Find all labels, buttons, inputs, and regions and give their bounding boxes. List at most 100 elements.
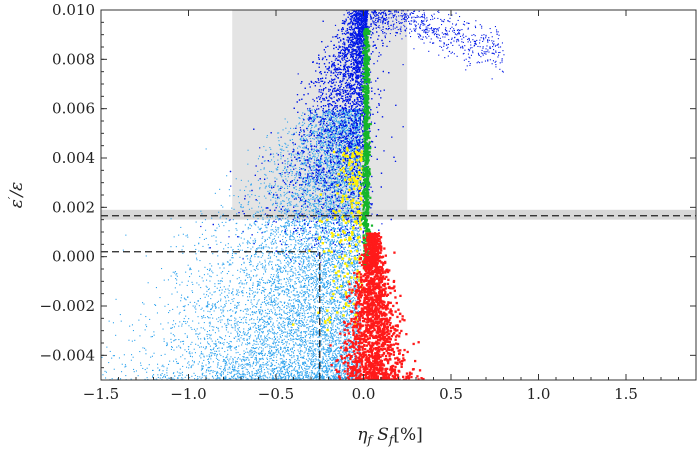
data-point bbox=[342, 325, 344, 327]
data-point bbox=[264, 321, 266, 323]
data-point bbox=[196, 259, 198, 261]
data-point bbox=[345, 299, 347, 301]
data-point bbox=[301, 367, 303, 369]
data-point bbox=[307, 333, 309, 335]
data-point bbox=[288, 318, 290, 320]
data-point bbox=[285, 331, 287, 333]
data-point bbox=[293, 248, 295, 250]
data-point bbox=[329, 215, 331, 217]
data-point bbox=[313, 372, 315, 374]
data-point bbox=[322, 308, 324, 310]
data-point bbox=[311, 325, 313, 327]
data-point bbox=[353, 119, 355, 121]
data-point bbox=[238, 372, 240, 374]
data-point bbox=[321, 326, 323, 328]
data-point bbox=[198, 284, 200, 286]
data-point bbox=[235, 378, 237, 380]
data-point bbox=[227, 247, 229, 249]
data-point bbox=[319, 270, 321, 272]
data-point bbox=[346, 188, 348, 190]
data-point bbox=[281, 332, 283, 334]
data-point bbox=[231, 377, 233, 379]
data-point bbox=[339, 293, 341, 295]
data-point bbox=[315, 170, 317, 172]
data-point bbox=[286, 295, 288, 297]
data-point bbox=[346, 172, 348, 174]
data-point bbox=[340, 353, 342, 355]
data-point bbox=[281, 314, 283, 316]
data-point bbox=[337, 120, 339, 122]
data-point bbox=[250, 354, 252, 356]
data-point bbox=[287, 216, 289, 218]
data-point bbox=[314, 305, 316, 307]
data-point bbox=[234, 366, 236, 368]
data-point bbox=[335, 329, 337, 331]
data-point bbox=[262, 348, 264, 350]
data-point bbox=[211, 270, 213, 272]
data-point bbox=[121, 371, 123, 373]
data-point bbox=[337, 363, 339, 365]
data-point bbox=[259, 229, 261, 231]
data-point bbox=[296, 294, 298, 296]
data-point bbox=[238, 202, 240, 204]
data-point bbox=[291, 139, 293, 141]
data-point bbox=[309, 219, 311, 221]
data-point bbox=[63, 377, 64, 378]
data-point bbox=[269, 193, 271, 195]
data-point bbox=[323, 297, 325, 299]
data-point bbox=[286, 233, 288, 235]
data-point bbox=[313, 234, 315, 236]
data-point bbox=[346, 139, 348, 141]
data-point bbox=[323, 134, 325, 136]
data-point bbox=[296, 291, 298, 293]
data-point bbox=[289, 361, 291, 363]
data-point bbox=[341, 329, 343, 331]
data-point bbox=[246, 272, 248, 274]
data-point bbox=[293, 187, 295, 189]
data-point bbox=[292, 134, 294, 136]
data-point bbox=[314, 153, 316, 155]
data-point bbox=[346, 284, 348, 286]
data-point bbox=[293, 319, 295, 321]
data-point bbox=[340, 317, 342, 319]
data-point bbox=[339, 140, 341, 142]
data-point bbox=[329, 210, 331, 212]
data-point bbox=[259, 359, 261, 361]
data-point bbox=[217, 362, 219, 364]
data-point bbox=[273, 156, 275, 158]
data-point bbox=[329, 207, 331, 209]
data-point bbox=[199, 355, 201, 357]
data-point bbox=[180, 356, 182, 358]
data-point bbox=[289, 315, 291, 317]
data-point bbox=[341, 135, 343, 137]
data-point bbox=[342, 323, 344, 325]
data-point bbox=[329, 193, 331, 195]
data-point bbox=[349, 272, 351, 274]
data-point bbox=[209, 263, 211, 265]
data-point bbox=[234, 253, 236, 255]
data-point bbox=[272, 305, 274, 307]
data-point bbox=[327, 321, 329, 323]
data-point bbox=[270, 369, 272, 371]
data-point bbox=[275, 216, 277, 218]
data-point bbox=[163, 366, 165, 368]
data-point bbox=[358, 157, 360, 159]
data-point bbox=[322, 349, 324, 351]
data-point bbox=[336, 180, 338, 182]
data-point bbox=[289, 230, 291, 232]
data-point bbox=[338, 122, 340, 124]
data-point bbox=[349, 204, 351, 206]
data-point bbox=[316, 211, 318, 213]
data-point bbox=[297, 371, 299, 373]
data-point bbox=[307, 239, 309, 241]
data-point bbox=[219, 319, 221, 321]
data-point bbox=[339, 249, 341, 251]
data-point bbox=[353, 212, 355, 214]
data-point bbox=[339, 174, 341, 176]
data-point bbox=[242, 317, 244, 319]
data-point bbox=[349, 254, 351, 256]
data-point bbox=[336, 127, 338, 129]
data-point bbox=[246, 269, 248, 271]
data-point bbox=[343, 347, 345, 349]
data-point bbox=[360, 181, 362, 183]
